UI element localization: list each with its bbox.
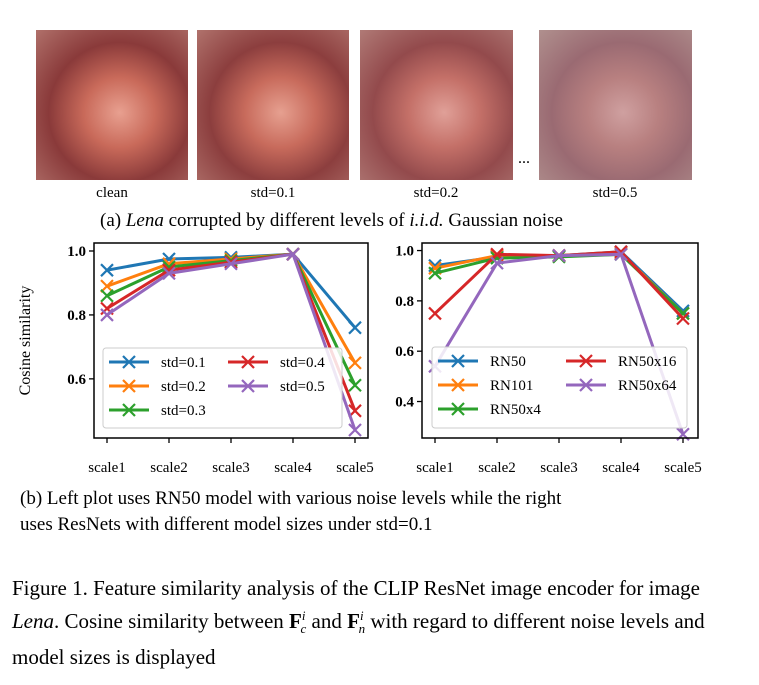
- lena-image-std-0.2: [360, 30, 513, 180]
- legend-label: RN50x4: [490, 402, 541, 418]
- x-tick-label: scale5: [336, 460, 373, 476]
- legend-label: RN50x64: [618, 378, 677, 394]
- figure-caption: Figure 1. Feature similarity analysis of…: [12, 574, 732, 671]
- x-marker: [451, 402, 465, 416]
- legend-label: std=0.4: [280, 355, 325, 371]
- x-marker: [451, 378, 465, 392]
- math-F: F: [347, 609, 360, 633]
- x-marker: [100, 308, 114, 322]
- y-axis-label: Cosine similarity: [17, 286, 34, 396]
- x-marker: [451, 354, 465, 368]
- ellipsis: ...: [518, 150, 530, 167]
- x-marker: [348, 356, 362, 370]
- chart-2: 1.0 0.8 0.6 0.4 scale1 scale2 scale3 scale4 scal…: [395, 242, 702, 476]
- caption-text: (a): [100, 210, 126, 231]
- lena-image-clean: [36, 30, 188, 180]
- x-marker: [224, 255, 238, 269]
- x-marker: [286, 247, 300, 261]
- y-tick-label: 0.6: [67, 372, 86, 388]
- x-marker: [122, 379, 136, 393]
- x-tick-label: scale4: [274, 460, 312, 476]
- x-tick-label: scale3: [212, 460, 249, 476]
- y-tick-label: 0.6: [395, 344, 414, 360]
- x-marker: [122, 355, 136, 369]
- x-marker: [428, 266, 442, 280]
- legend: std=0.1 std=0.2 std=0.3 std=0.4 std=0.5: [102, 347, 343, 429]
- image-label: clean: [96, 185, 128, 201]
- y-tick-label: 0.4: [395, 395, 414, 411]
- legend-label: RN50: [490, 354, 526, 370]
- chart-1: 1.0 0.8 0.6 scale1 scale2 scale3 scale4 scale5 C…: [17, 242, 374, 476]
- caption-text: Figure 1. Feature similarity analysis of…: [12, 576, 700, 600]
- x-tick-label: scale3: [540, 460, 577, 476]
- x-marker: [552, 248, 566, 263]
- caption-text: and: [306, 609, 348, 633]
- legend-label: RN50x16: [618, 354, 677, 370]
- panel-b-caption: (b) Left plot uses RN50 model with vario…: [20, 486, 561, 538]
- legend-frame: [102, 347, 343, 429]
- caption-text: corrupted by different levels of: [163, 210, 410, 231]
- y-tick-label: 0.8: [395, 294, 414, 310]
- legend-label: std=0.5: [280, 379, 325, 395]
- charts: 1.0 0.8 0.6 scale1 scale2 scale3 scale4 scale5 C…: [17, 242, 702, 476]
- x-marker: [579, 354, 593, 368]
- x-marker: [348, 378, 362, 393]
- x-marker: [100, 288, 114, 303]
- x-marker: [241, 355, 255, 369]
- x-tick-label: scale1: [416, 460, 453, 476]
- legend-label: RN101: [490, 378, 533, 394]
- x-marker: [490, 256, 504, 270]
- image-label: std=0.5: [592, 185, 638, 201]
- math-F: F: [289, 609, 302, 633]
- x-marker: [100, 279, 114, 293]
- legend-label: std=0.1: [161, 355, 206, 371]
- y-tick-label: 1.0: [67, 244, 86, 260]
- x-marker: [614, 247, 628, 262]
- image-label: std=0.2: [413, 185, 459, 201]
- x-marker: [100, 263, 114, 277]
- x-marker: [428, 306, 442, 321]
- x-tick-label: scale2: [478, 460, 515, 476]
- legend-label: std=0.2: [161, 379, 206, 395]
- y-tick-label: 1.0: [395, 244, 414, 260]
- caption-text: Gaussian noise: [443, 210, 563, 231]
- x-marker: [241, 379, 255, 393]
- x-marker: [162, 266, 176, 281]
- math-sup: i: [301, 608, 306, 623]
- axes-frame: [421, 242, 699, 439]
- math-sub: c: [300, 621, 307, 637]
- x-marker: [579, 378, 593, 392]
- math-sub: n: [358, 621, 366, 637]
- x-marker: [348, 320, 362, 335]
- x-tick-label: scale4: [602, 460, 640, 476]
- lena-image-std-0.5: [539, 30, 692, 180]
- legend-frame: [431, 346, 688, 429]
- x-marker: [676, 311, 690, 326]
- caption-math: i.i.d.: [409, 210, 444, 231]
- x-tick-label: scale2: [150, 460, 187, 476]
- legend-label: std=0.3: [161, 403, 206, 419]
- caption-text: . Cosine similarity between: [54, 609, 290, 633]
- panel-a-caption: (a) Lena corrupted by different levels o…: [100, 208, 563, 234]
- x-tick-label: scale1: [88, 460, 125, 476]
- x-marker: [224, 257, 238, 271]
- caption-italic: Lena: [125, 210, 164, 231]
- x-tick-label: scale5: [664, 460, 701, 476]
- series-std=0.5: [100, 247, 362, 437]
- caption-italic: Lena: [12, 609, 54, 633]
- x-marker: [676, 306, 690, 321]
- lena-image-std-0.1: [197, 30, 349, 180]
- legend: RN50 RN101 RN50x4 RN50x16 RN50x64: [431, 346, 688, 429]
- x-marker: [348, 423, 362, 437]
- caption-line: uses ResNets with different model sizes …: [20, 514, 433, 535]
- math-sup: i: [359, 608, 364, 623]
- y-tick-label: 0.8: [67, 308, 86, 324]
- x-marker: [122, 403, 136, 417]
- caption-line: (b) Left plot uses RN50 model with vario…: [20, 488, 562, 509]
- image-label: std=0.1: [250, 185, 296, 201]
- caption-text: with regard to different noise levels an…: [12, 609, 705, 670]
